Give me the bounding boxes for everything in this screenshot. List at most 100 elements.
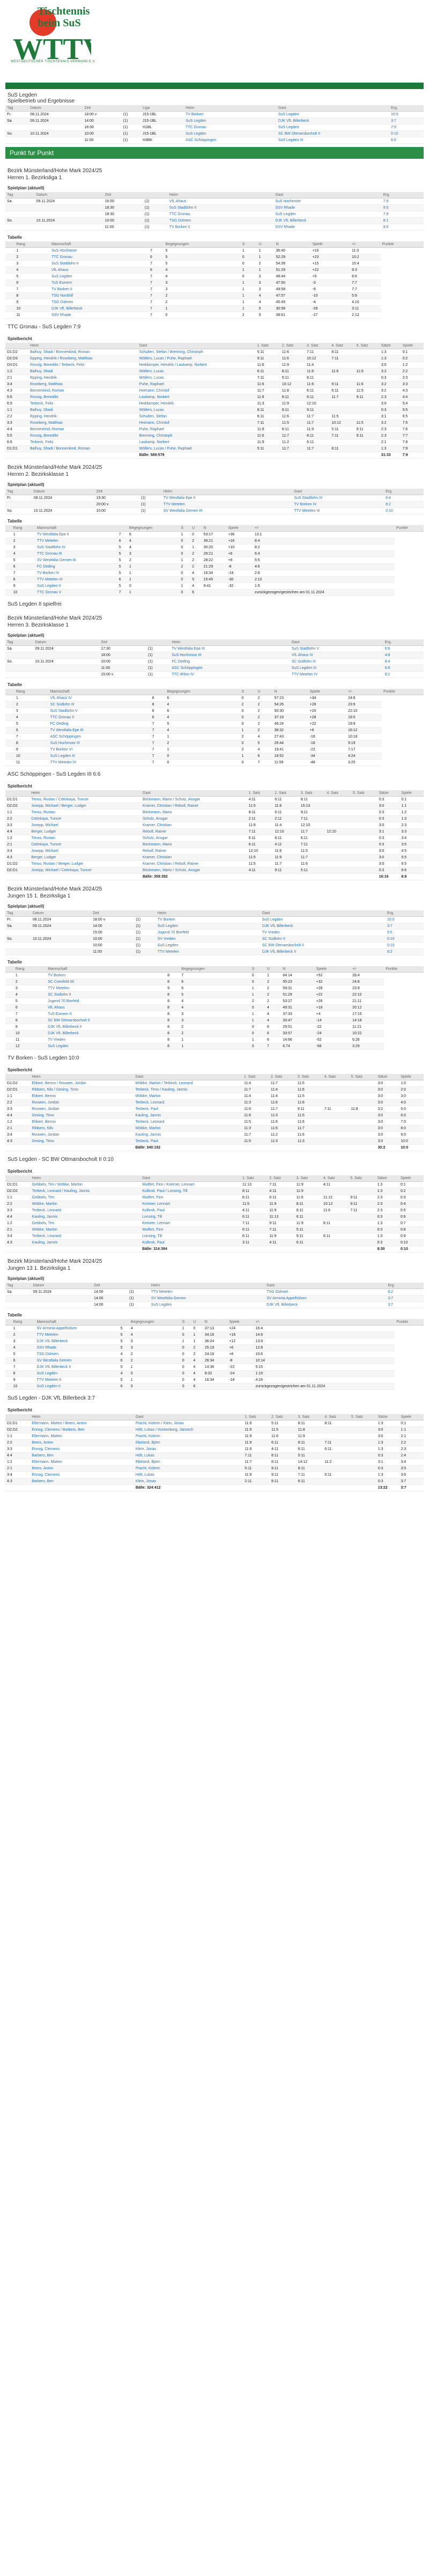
plan-table-link[interactable]: TTV Metelen III [294, 509, 320, 513]
schedule-link[interactable]: SuS Legden [278, 113, 299, 116]
report-table-link[interactable]: Ellermann, Mattes / Beers, Anton [32, 1422, 87, 1425]
team-link[interactable]: SSV Rhade [36, 1346, 57, 1350]
report-table-link[interactable]: Schulz, Ansgar [143, 836, 168, 840]
report-table-link[interactable]: Ebeland, Björn [135, 1441, 160, 1445]
team-link[interactable]: SC Südlohn III [50, 703, 75, 706]
report-table-link[interactable]: Heddamper, Hendrik [139, 402, 174, 406]
plan-table-link[interactable]: 3:7 [388, 1303, 394, 1307]
plan-table-link[interactable]: 8:2 [387, 950, 393, 954]
report-table-link[interactable]: Böckmann, Mario / Schulz, Ansgar [143, 869, 200, 872]
report-table-link[interactable]: Rouwen, Jordan [32, 1133, 60, 1137]
plan-table-link[interactable]: 8:2 [388, 1290, 394, 1294]
report-table-link[interactable]: Ennog, Clemens [32, 1473, 60, 1477]
report-table-link[interactable]: Wöbke, Marlon [32, 1228, 57, 1232]
team-link[interactable]: SV Arminia Appelhülsen [36, 1327, 77, 1330]
plan-table-link[interactable]: TTC Ahlen IV [172, 673, 194, 676]
report-table-link[interactable]: Terbeck, Felix [30, 402, 54, 406]
plan-table-link[interactable]: 4:8 [384, 653, 390, 657]
plan-table-link[interactable]: 3:7 [387, 924, 393, 928]
report-table-link[interactable]: Beers, Anton [32, 1467, 54, 1470]
team-link[interactable]: TV Westfalia Epe III [50, 728, 84, 732]
report-table-link[interactable]: Wöbke, Marlon [135, 1127, 161, 1130]
schedule-link[interactable]: SuS Legden III [278, 138, 304, 142]
report-table-link[interactable]: Kauling, Jannis [135, 1133, 161, 1137]
report-table-link[interactable]: Kramer, Christian / Reboll, Rainer [143, 804, 199, 808]
schedule-link[interactable]: 3:7 [390, 119, 396, 123]
report-table-link[interactable]: Ebbert, Benno / Rouwen, Jordan [32, 1081, 86, 1085]
plan-table-link[interactable]: DJK VfL Billerbeck [262, 924, 293, 928]
report-table-link[interactable]: Böckmann, Mario [143, 811, 172, 814]
report-table-link[interactable]: Puhe, Raphael [139, 382, 164, 386]
report-table-link[interactable]: Klein, Jonas [135, 1447, 156, 1451]
plan-table-link[interactable]: Jugend 70 Bierfeld [157, 931, 189, 934]
plan-table-link[interactable]: ASC Schöppingen [172, 666, 203, 670]
plan-table-link[interactable]: SC Südlohn II [262, 937, 285, 941]
team-link[interactable]: SuS Legden [51, 275, 72, 278]
report-table-link[interactable]: Hölt, Lukas [135, 1473, 154, 1477]
team-link[interactable]: SuS Hochmoor III [50, 741, 80, 745]
team-link[interactable]: SuS Stadtlohn II [51, 262, 79, 266]
plan-table-link[interactable]: 9:5 [383, 206, 389, 210]
plan-table-link[interactable]: TTV Metelen [151, 1290, 173, 1294]
report-table-link[interactable]: Terbeck, Leonard [135, 1120, 165, 1124]
report-table-link[interactable]: Terbeck, Paul [135, 1139, 158, 1143]
report-table-link[interactable]: Beers, Anton [32, 1441, 54, 1445]
team-link[interactable]: VfL Ahaus [48, 1006, 65, 1010]
team-link[interactable]: TuS Esmern [51, 281, 72, 285]
report-table-link[interactable]: Brenning, Christoph [139, 434, 173, 438]
report-table-link[interactable]: Wöbke, Marlon [32, 1202, 57, 1206]
report-table-link[interactable]: Epping, Hendrik [30, 376, 57, 380]
report-table-link[interactable]: Pracht, Kolerin / Klein, Jonas [135, 1422, 184, 1425]
report-table-link[interactable]: Terbeck, Leonard [32, 1209, 61, 1212]
report-table-link[interactable]: Balhuy, Shadi / Bonnenkind, Roman [30, 350, 90, 354]
report-table-link[interactable]: Rossig, Benedikt [30, 434, 58, 438]
team-link[interactable]: SSV Rhade [51, 313, 71, 317]
plan-table-link[interactable]: SuS Stadtlohn IV [294, 496, 323, 500]
report-table-link[interactable]: Roseberg, Matthias [30, 382, 63, 386]
plan-table-link[interactable]: SV Westfalia Gemen [151, 1297, 186, 1300]
report-table-link[interactable]: Rossig, Benedikt [30, 395, 58, 399]
plan-table-link[interactable]: SV Vreden [157, 937, 176, 941]
report-table-link[interactable]: Ellermann, Mattes [32, 1434, 62, 1438]
schedule-link[interactable]: SuS Legden [186, 132, 206, 136]
report-table-link[interactable]: Schulten, Stefan / Brenning, Christoph [139, 350, 203, 354]
team-link[interactable]: SuS Legden [48, 1044, 69, 1048]
plan-table-link[interactable]: SSV Rhade [275, 206, 295, 210]
team-link[interactable]: SuS Legden II [36, 1385, 61, 1388]
report-table-link[interactable]: Kreimer, Lennart [142, 1221, 170, 1225]
report-table-link[interactable]: Josepp, Michael / Cetinkaya, Tuncer [31, 869, 92, 872]
plan-table-link[interactable]: 9:0 [383, 225, 389, 229]
team-link[interactable]: TTC Gronau II [50, 716, 75, 719]
team-link[interactable]: TTC Gronau V [36, 591, 62, 594]
report-table-link[interactable]: Gebbels, Tim / Wöbke, Marlon [32, 1183, 83, 1187]
team-link[interactable]: SC Coesfeld 06 [48, 980, 75, 984]
plan-table-link[interactable]: 7:9 [383, 200, 389, 203]
report-table-link[interactable]: Ennog, Clemens [32, 1447, 60, 1451]
report-table-link[interactable]: Pracht, Kolerin [135, 1434, 160, 1438]
report-table-link[interactable]: Terbeck, Felix [30, 440, 54, 444]
report-table-link[interactable]: Schulten, Stefan [139, 415, 167, 418]
schedule-link[interactable]: 0:10 [390, 132, 398, 136]
report-table-link[interactable]: Kauling, Jannis [32, 1215, 58, 1219]
team-link[interactable]: TSG Dülmen [36, 1352, 59, 1356]
report-table-link[interactable]: Ebeland, Björn [135, 1460, 160, 1464]
report-table-link[interactable]: Timus, Rustan [31, 836, 56, 840]
team-link[interactable]: TTV Metelen III [36, 578, 63, 582]
team-link[interactable]: ASC Schöppingen [50, 735, 81, 739]
team-link[interactable]: DJK VfL Billerbeck II [48, 1025, 82, 1029]
plan-table-link[interactable]: TV Vreden [262, 931, 280, 934]
plan-table-link[interactable]: SuS Legden [262, 918, 283, 922]
report-table-link[interactable]: Gebbels, Tim [32, 1221, 55, 1225]
team-link[interactable]: SuS Legden II [36, 584, 61, 588]
report-table-link[interactable]: Hölt, Lukas [135, 1454, 154, 1458]
team-link[interactable]: TTV Metelen [36, 1333, 58, 1337]
report-table-link[interactable]: Berger, Ludger [31, 830, 56, 834]
plan-table-link[interactable]: 7:9 [383, 212, 389, 216]
report-table-link[interactable]: Böckmann, Mario [143, 843, 172, 847]
team-link[interactable]: Jugend 70 Bierfeld [48, 999, 79, 1003]
report-table-link[interactable]: Ribbers, Nils / Gesing, Timo [32, 1088, 79, 1092]
plan-table-link[interactable]: TTV Metelen IV [291, 673, 318, 676]
plan-table-link[interactable]: TTV Metelen [157, 950, 179, 954]
plan-table-link[interactable]: TTC Gronau [169, 212, 190, 216]
team-link[interactable]: SV Westfalia Gemen [36, 1359, 72, 1363]
